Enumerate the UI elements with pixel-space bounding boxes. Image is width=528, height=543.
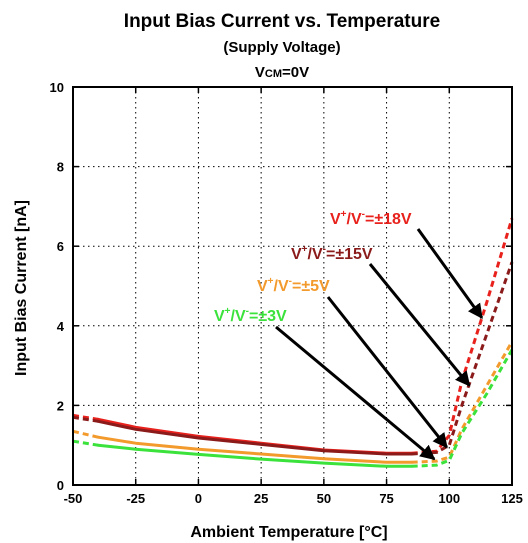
series-dashed-2-0 — [72, 429, 99, 439]
x-tick-label: 25 — [254, 491, 268, 506]
annotation-label: V+/V-=±5V — [257, 276, 330, 295]
y-tick-label: 2 — [57, 398, 64, 413]
y-tick-label: 0 — [57, 478, 64, 493]
x-tick-label: 75 — [379, 491, 393, 506]
annotation-arrow — [416, 228, 484, 320]
x-tick-label: 100 — [438, 491, 460, 506]
annotation-text: /V — [347, 211, 362, 228]
series-dashed-1-0 — [72, 415, 99, 423]
y-tick-label: 6 — [57, 239, 64, 254]
series-dashed-3-1 — [411, 348, 514, 468]
annotation-text: =±3V — [249, 308, 287, 325]
series-line-1 — [96, 419, 414, 456]
annotation-superscript: - — [289, 276, 292, 287]
annotation-label: V+/V-=±15V — [291, 244, 373, 263]
annotation-arrow — [368, 263, 471, 387]
series-dashed-3-0 — [72, 439, 99, 447]
chart-title: Input Bias Current vs. Temperature — [124, 11, 440, 32]
condition-sub: CM — [265, 68, 282, 80]
x-tick-label: -25 — [126, 491, 145, 506]
x-tick-label: 125 — [501, 491, 523, 506]
annotation-text: V — [291, 246, 302, 263]
annotation-superscript: - — [323, 244, 326, 255]
series-line-0 — [96, 417, 414, 455]
annotation-text: /V — [274, 278, 289, 295]
annotation-arrow — [275, 325, 436, 461]
annotation-text: V — [257, 278, 268, 295]
annotation-text: =±5V — [292, 278, 330, 295]
annotation-arrow — [326, 296, 448, 449]
x-tick-label: 0 — [195, 491, 202, 506]
x-axis-label: Ambient Temperature [°C] — [190, 524, 387, 541]
annotation-text: /V — [231, 308, 246, 325]
y-tick-label: 10 — [50, 80, 64, 95]
series-dashed-2-1 — [411, 340, 514, 464]
y-tick-label: 8 — [57, 160, 64, 175]
annotation-text: V — [330, 211, 341, 228]
x-tick-label: 50 — [317, 491, 331, 506]
annotation-label: V+/V-=±3V — [214, 306, 287, 325]
plot-frame — [72, 86, 513, 486]
annotation-text: /V — [308, 246, 323, 263]
annotation-text: =±18V — [365, 211, 412, 228]
ticks: -50 -25 0 25 50 75 100 125 0 2 4 6 8 10 — [50, 80, 523, 506]
x-tick-label: -50 — [64, 491, 83, 506]
series-line-3 — [96, 443, 414, 468]
y-tick-label: 4 — [57, 319, 65, 334]
annotation-superscript: + — [341, 209, 347, 220]
chart-subtitle: (Supply Voltage) — [223, 39, 340, 56]
annotation-label: V+/V-=±18V — [330, 209, 412, 228]
series-dashed-0-0 — [72, 413, 99, 421]
annotation-text: =±15V — [326, 246, 373, 263]
annotation-superscript: - — [362, 209, 365, 220]
annotation-superscript: - — [246, 306, 249, 317]
annotation-superscript: + — [225, 306, 231, 317]
annotation-superscript: + — [268, 276, 274, 287]
chart-condition: VCM=0V — [255, 64, 309, 81]
series-line-2 — [96, 435, 414, 464]
grid — [73, 87, 512, 485]
annotation-text: V — [214, 308, 225, 325]
annotation-superscript: + — [302, 244, 308, 255]
condition-prefix: V — [255, 64, 265, 81]
arrow-layer — [275, 228, 484, 461]
condition-suffix: =0V — [282, 64, 309, 81]
y-axis-label: Input Bias Current [nA] — [13, 200, 30, 376]
